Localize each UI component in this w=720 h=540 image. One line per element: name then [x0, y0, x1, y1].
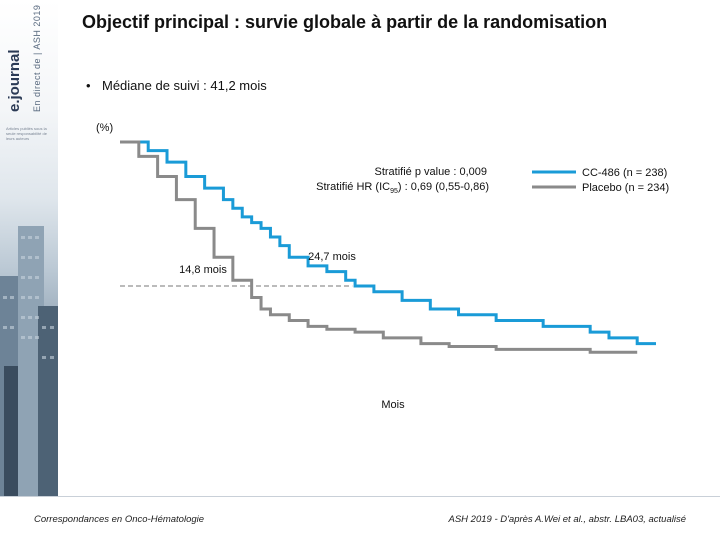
followup-text: Médiane de suivi : 41,2 mois — [102, 78, 267, 93]
hr-prefix: Stratifié HR (IC — [316, 181, 390, 193]
series-line-placebo — [120, 140, 638, 354]
hr-text: Stratifié HR (IC95) : 0,69 (0,55-0,86) — [316, 181, 489, 195]
hr-suffix: ) : 0,69 (0,55-0,86) — [398, 181, 489, 193]
median-label-placebo: 14,8 mois — [179, 264, 227, 276]
city-buildings-image — [0, 226, 58, 496]
legend-label-cc486: CC-486 (n = 238) — [582, 167, 667, 179]
footer-journal: Correspondances en Onco-Hématologie — [34, 514, 205, 525]
footer-divider — [0, 496, 720, 497]
footer-source: ASH 2019 - D'après A.Wei et al., abstr. … — [448, 514, 687, 525]
bullet-dot: • — [86, 78, 91, 93]
sidebar-banner: e.journal En direct de | ASH 2019 Articl… — [0, 0, 58, 496]
survival-chart: (%) 14,8 mois 24,7 mois Stratifié p valu… — [96, 122, 669, 411]
series-line-cc486 — [120, 140, 656, 346]
sidebar-note: Articles publiés sous la seule responsab… — [6, 126, 47, 141]
followup-bullet: • Médiane de suivi : 41,2 mois — [86, 78, 267, 93]
hr-subscript: 95 — [390, 188, 398, 195]
y-axis-label: (%) — [96, 122, 113, 134]
p-value-text: Stratifié p value : 0,009 — [374, 166, 487, 178]
page-title: Objectif principal : survie globale à pa… — [82, 12, 608, 32]
legend-label-placebo: Placebo (n = 234) — [582, 182, 669, 194]
series-lines — [120, 140, 656, 354]
x-axis-label: Mois — [381, 399, 405, 411]
legend: CC-486 (n = 238) Placebo (n = 234) — [532, 167, 669, 194]
median-label-cc486: 24,7 mois — [308, 251, 356, 263]
